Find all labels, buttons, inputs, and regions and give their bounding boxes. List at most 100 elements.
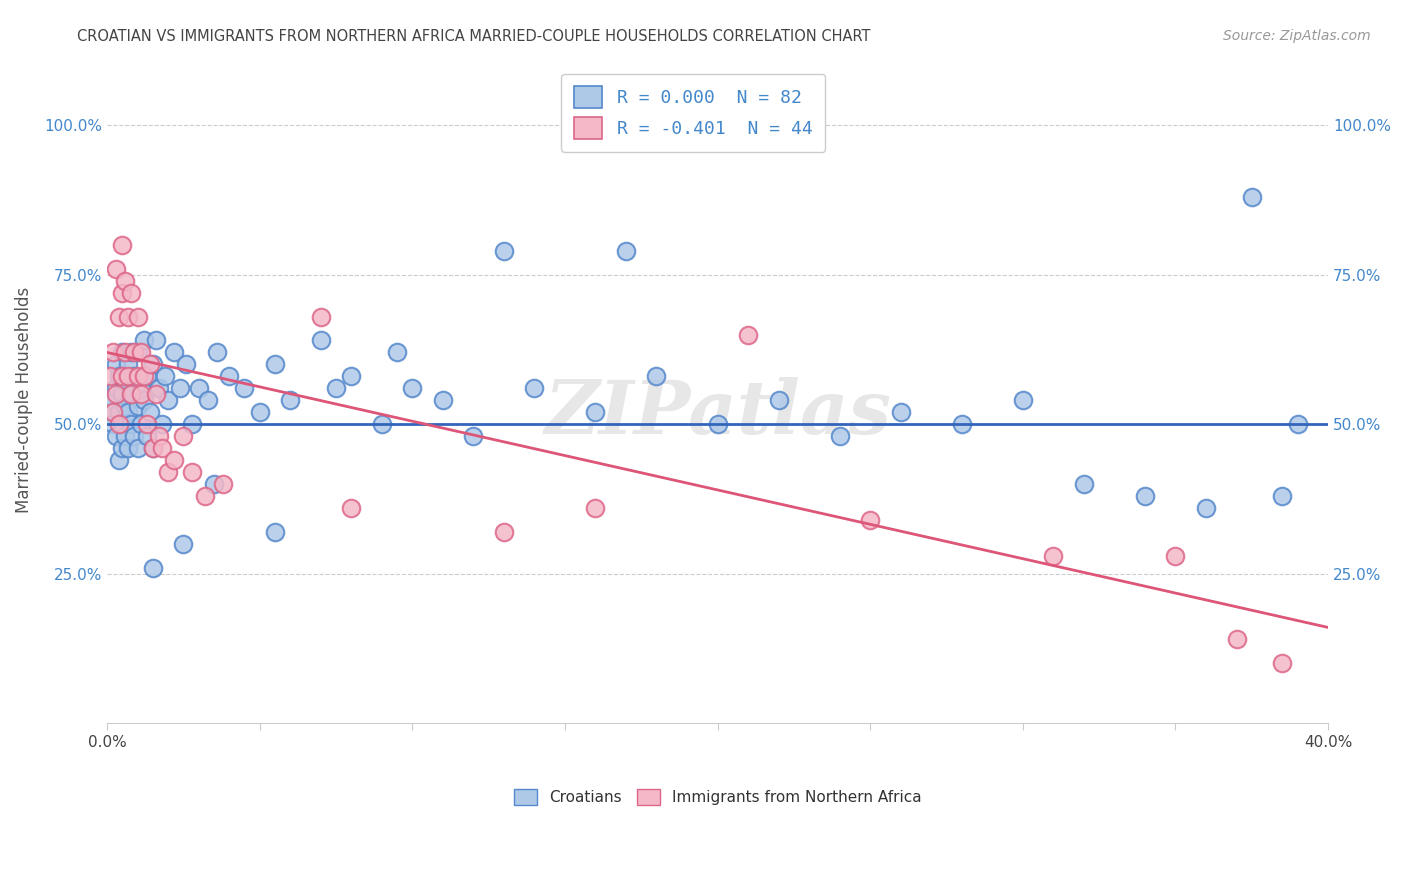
Text: ZIPatlas: ZIPatlas: [544, 377, 891, 450]
Point: [111, 387, 134, 401]
Y-axis label: Married-couple Households: Married-couple Households: [15, 287, 32, 514]
Point: [114, 376, 136, 390]
Point: [187, 381, 209, 395]
Point: [142, 358, 165, 372]
Point: [127, 345, 149, 359]
Point: [135, 429, 157, 443]
Point: [309, 310, 332, 324]
Point: [138, 358, 160, 372]
Point: [492, 524, 515, 539]
Point: [142, 560, 165, 574]
Point: [828, 429, 851, 443]
Point: [309, 334, 332, 348]
Point: [111, 285, 134, 300]
Point: [105, 387, 128, 401]
Point: [463, 429, 485, 443]
Point: [890, 405, 912, 419]
Point: [249, 405, 271, 419]
Point: [278, 393, 301, 408]
Point: [108, 417, 131, 432]
Point: [120, 387, 142, 401]
Point: [111, 441, 134, 455]
Point: [138, 405, 160, 419]
Point: [197, 393, 219, 408]
Point: [114, 274, 136, 288]
Point: [117, 405, 139, 419]
Point: [614, 244, 637, 258]
Point: [98, 405, 121, 419]
Point: [135, 417, 157, 432]
Point: [98, 369, 121, 384]
Point: [129, 417, 152, 432]
Point: [163, 345, 186, 359]
Point: [105, 429, 128, 443]
Point: [157, 465, 180, 479]
Point: [120, 417, 142, 432]
Point: [1133, 489, 1156, 503]
Point: [114, 429, 136, 443]
Point: [127, 441, 149, 455]
Point: [157, 393, 180, 408]
Point: [325, 381, 347, 395]
Point: [101, 393, 124, 408]
Point: [340, 369, 363, 384]
Point: [117, 369, 139, 384]
Point: [127, 310, 149, 324]
Point: [135, 369, 157, 384]
Point: [117, 310, 139, 324]
Point: [111, 369, 134, 384]
Point: [172, 537, 194, 551]
Point: [132, 334, 155, 348]
Point: [127, 369, 149, 384]
Point: [194, 489, 217, 503]
Point: [176, 358, 198, 372]
Point: [181, 417, 204, 432]
Point: [150, 441, 173, 455]
Point: [127, 399, 149, 413]
Point: [101, 345, 124, 359]
Point: [111, 345, 134, 359]
Point: [108, 369, 131, 384]
Point: [142, 441, 165, 455]
Text: Source: ZipAtlas.com: Source: ZipAtlas.com: [1223, 29, 1371, 43]
Point: [114, 345, 136, 359]
Point: [859, 513, 882, 527]
Point: [1271, 489, 1294, 503]
Point: [172, 429, 194, 443]
Point: [108, 453, 131, 467]
Point: [108, 310, 131, 324]
Point: [492, 244, 515, 258]
Point: [583, 500, 606, 515]
Point: [432, 393, 454, 408]
Point: [264, 358, 287, 372]
Point: [523, 381, 546, 395]
Point: [1225, 632, 1247, 647]
Point: [142, 441, 165, 455]
Point: [129, 387, 152, 401]
Point: [385, 345, 408, 359]
Point: [212, 477, 235, 491]
Legend: Croatians, Immigrants from Northern Africa: Croatians, Immigrants from Northern Afri…: [508, 782, 928, 811]
Point: [117, 441, 139, 455]
Point: [1240, 190, 1263, 204]
Point: [181, 465, 204, 479]
Point: [124, 369, 146, 384]
Point: [645, 369, 668, 384]
Point: [202, 477, 225, 491]
Point: [111, 237, 134, 252]
Point: [120, 387, 142, 401]
Point: [114, 399, 136, 413]
Point: [108, 405, 131, 419]
Point: [129, 345, 152, 359]
Point: [768, 393, 790, 408]
Point: [340, 500, 363, 515]
Point: [129, 381, 152, 395]
Point: [132, 393, 155, 408]
Point: [950, 417, 973, 432]
Point: [145, 334, 167, 348]
Point: [105, 381, 128, 395]
Point: [169, 381, 191, 395]
Point: [120, 285, 142, 300]
Point: [1011, 393, 1033, 408]
Point: [124, 345, 146, 359]
